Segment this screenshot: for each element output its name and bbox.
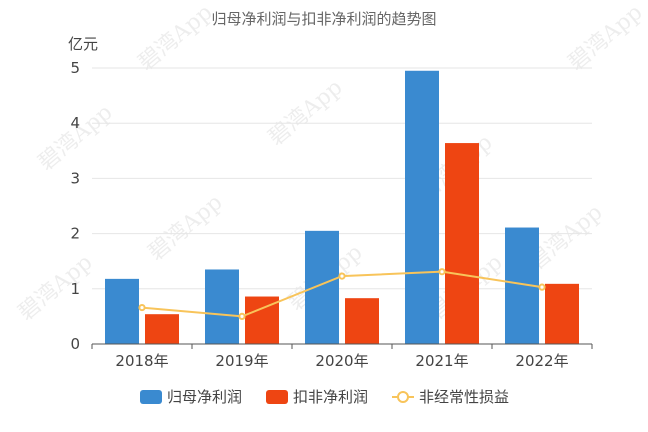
legend-label: 归母净利润 xyxy=(167,388,242,406)
line-series xyxy=(138,268,546,320)
x-tick-label: 2021年 xyxy=(415,352,468,370)
y-tick-label: 5 xyxy=(70,59,80,77)
x-tick-label: 2022年 xyxy=(515,352,568,370)
chart-title: 归母净利润与扣非净利润的趋势图 xyxy=(211,10,436,28)
legend-label: 扣非净利润 xyxy=(293,388,368,406)
bar-deducted-profit[interactable] xyxy=(145,314,179,344)
y-tick-label: 4 xyxy=(70,114,80,132)
bar-net-profit[interactable] xyxy=(305,230,339,344)
bar-net-profit[interactable] xyxy=(205,269,239,344)
legend-item-0[interactable]: 归母净利润 xyxy=(140,388,242,406)
legend-item-1[interactable]: 扣非净利润 xyxy=(266,388,368,406)
line-point[interactable] xyxy=(238,312,246,320)
line-point[interactable] xyxy=(138,303,146,312)
legend-item-2[interactable]: 非经常性损益 xyxy=(392,388,509,406)
x-tick-label: 2020年 xyxy=(315,352,368,370)
legend-label: 非经常性损益 xyxy=(419,388,509,406)
line-point[interactable] xyxy=(438,268,446,276)
legend-marker xyxy=(397,391,409,403)
y-tick-label: 1 xyxy=(70,280,80,298)
bar-deducted-profit[interactable] xyxy=(345,298,379,344)
x-tick-label: 2019年 xyxy=(215,352,268,370)
bar-deducted-profit[interactable] xyxy=(445,143,479,344)
bars xyxy=(105,70,579,344)
y-axis-unit: 亿元 xyxy=(68,35,98,53)
line-point[interactable] xyxy=(338,272,346,280)
legend-swatch xyxy=(140,390,162,404)
legend-swatch xyxy=(266,390,288,404)
legend[interactable]: 归母净利润 扣非净利润 非经常性损益 xyxy=(140,388,509,406)
bar-net-profit[interactable] xyxy=(405,70,439,344)
x-tick-label: 2018年 xyxy=(115,352,168,370)
y-tick-label: 3 xyxy=(70,169,80,187)
y-axis-ticks: 0 1 2 3 4 5 xyxy=(70,59,80,353)
line-point[interactable] xyxy=(538,283,546,291)
bar-deducted-profit[interactable] xyxy=(545,283,579,344)
bar-net-profit[interactable] xyxy=(105,278,139,344)
y-tick-label: 2 xyxy=(70,225,80,243)
y-tick-label: 0 xyxy=(70,335,80,353)
x-axis: 2018年 2019年 2020年 2021年 2022年 xyxy=(91,343,593,370)
